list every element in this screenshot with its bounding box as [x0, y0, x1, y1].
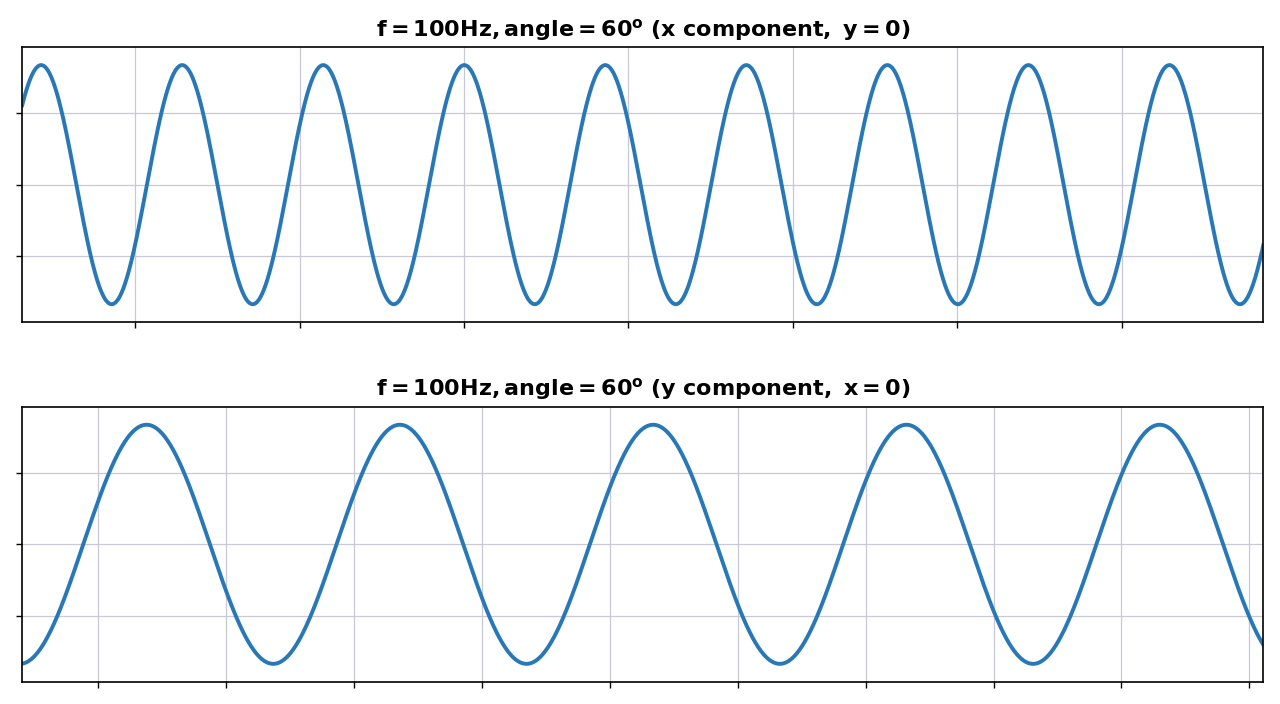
Title: $\mathbf{f = 100Hz, angle = 60^o}$ $\mathbf{(x\ component,\ y = 0)}$: $\mathbf{f = 100Hz, angle = 60^o}$ $\mat…: [375, 17, 910, 43]
Title: $\mathbf{f = 100Hz, angle = 60^o}$ $\mathbf{(y\ component,\ x = 0)}$: $\mathbf{f = 100Hz, angle = 60^o}$ $\mat…: [375, 377, 910, 402]
